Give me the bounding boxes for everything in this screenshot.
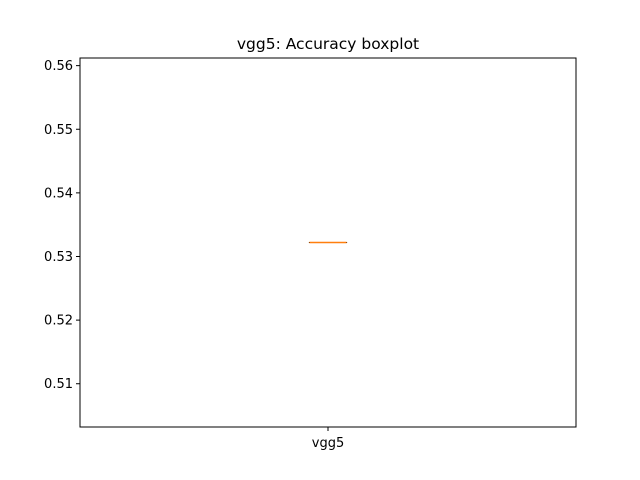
axes-frame (79, 57, 577, 428)
y-tick-label: 0.56 (44, 59, 73, 74)
y-tick-label: 0.55 (44, 123, 73, 138)
y-tick-label: 0.51 (44, 377, 73, 392)
y-tick-label: 0.53 (44, 250, 73, 265)
x-tick-label: vgg5 (312, 436, 344, 451)
y-tick-label: 0.54 (44, 186, 73, 201)
y-tick-label: 0.52 (44, 314, 73, 329)
chart-title: vgg5: Accuracy boxplot (237, 35, 419, 53)
plot-area: 0.51 0.52 0.53 0.54 0.55 0.56 vgg5 (44, 59, 348, 451)
